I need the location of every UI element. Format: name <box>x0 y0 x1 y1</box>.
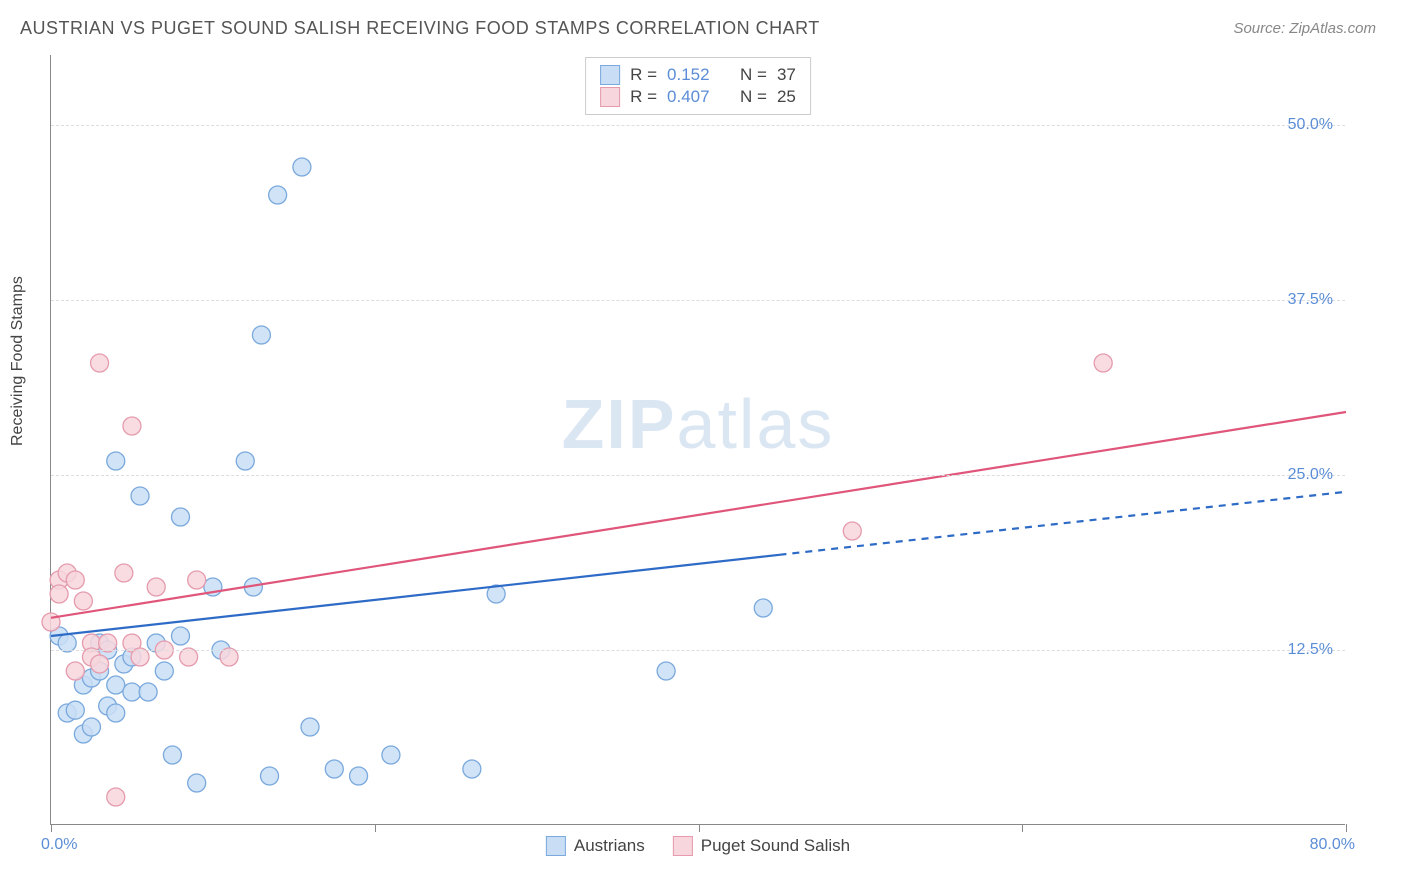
x-tick-min: 0.0% <box>41 836 77 854</box>
correlation-legend: R = 0.152 N = 37 R = 0.407 N = 25 <box>585 57 811 115</box>
swatch-b <box>600 87 620 107</box>
gridline <box>51 475 1345 476</box>
scatter-point <box>139 683 157 701</box>
y-axis-label: Receiving Food Stamps <box>9 276 27 446</box>
legend-item-b: Puget Sound Salish <box>673 836 850 856</box>
swatch-legend-b <box>673 836 693 856</box>
y-tick-label: 50.0% <box>1288 116 1333 134</box>
gridline <box>51 650 1345 651</box>
scatter-point <box>301 718 319 736</box>
scatter-point <box>754 599 772 617</box>
scatter-point <box>463 760 481 778</box>
legend-row-b: R = 0.407 N = 25 <box>600 86 796 108</box>
scatter-point <box>50 585 68 603</box>
scatter-point <box>66 571 84 589</box>
scatter-point <box>293 158 311 176</box>
scatter-point <box>131 487 149 505</box>
x-tick <box>51 824 52 832</box>
scatter-point <box>269 186 287 204</box>
chart-container: AUSTRIAN VS PUGET SOUND SALISH RECEIVING… <box>0 0 1406 892</box>
scatter-point <box>843 522 861 540</box>
scatter-point <box>107 452 125 470</box>
series-legend: Austrians Puget Sound Salish <box>546 836 850 856</box>
scatter-point <box>82 718 100 736</box>
x-tick <box>375 824 376 832</box>
scatter-point <box>147 578 165 596</box>
plot-svg <box>51 55 1345 824</box>
scatter-point <box>236 452 254 470</box>
scatter-point <box>115 564 133 582</box>
x-tick <box>699 824 700 832</box>
scatter-point <box>91 655 109 673</box>
trend-line <box>779 492 1346 555</box>
scatter-point <box>91 354 109 372</box>
source-attribution: Source: ZipAtlas.com <box>1233 20 1376 37</box>
scatter-point <box>1094 354 1112 372</box>
trend-line <box>51 412 1346 618</box>
scatter-point <box>66 701 84 719</box>
x-tick <box>1022 824 1023 832</box>
swatch-a <box>600 65 620 85</box>
y-tick-label: 25.0% <box>1288 466 1333 484</box>
swatch-legend-a <box>546 836 566 856</box>
x-tick <box>1346 824 1347 832</box>
gridline <box>51 125 1345 126</box>
plot-area: ZIPatlas R = 0.152 N = 37 R = 0.407 N = … <box>50 55 1345 825</box>
scatter-point <box>172 508 190 526</box>
scatter-point <box>123 683 141 701</box>
scatter-point <box>74 592 92 610</box>
gridline <box>51 300 1345 301</box>
scatter-point <box>172 627 190 645</box>
y-tick-label: 12.5% <box>1288 641 1333 659</box>
scatter-point <box>261 767 279 785</box>
legend-row-a: R = 0.152 N = 37 <box>600 64 796 86</box>
scatter-point <box>163 746 181 764</box>
scatter-point <box>382 746 400 764</box>
scatter-point <box>123 417 141 435</box>
scatter-point <box>107 704 125 722</box>
y-tick-label: 37.5% <box>1288 291 1333 309</box>
chart-title: AUSTRIAN VS PUGET SOUND SALISH RECEIVING… <box>20 18 820 39</box>
scatter-point <box>188 571 206 589</box>
x-tick-max: 80.0% <box>1310 836 1355 854</box>
scatter-point <box>107 788 125 806</box>
scatter-point <box>325 760 343 778</box>
scatter-point <box>155 662 173 680</box>
scatter-point <box>350 767 368 785</box>
legend-item-a: Austrians <box>546 836 645 856</box>
scatter-point <box>657 662 675 680</box>
scatter-point <box>107 676 125 694</box>
scatter-point <box>188 774 206 792</box>
scatter-point <box>252 326 270 344</box>
scatter-point <box>66 662 84 680</box>
